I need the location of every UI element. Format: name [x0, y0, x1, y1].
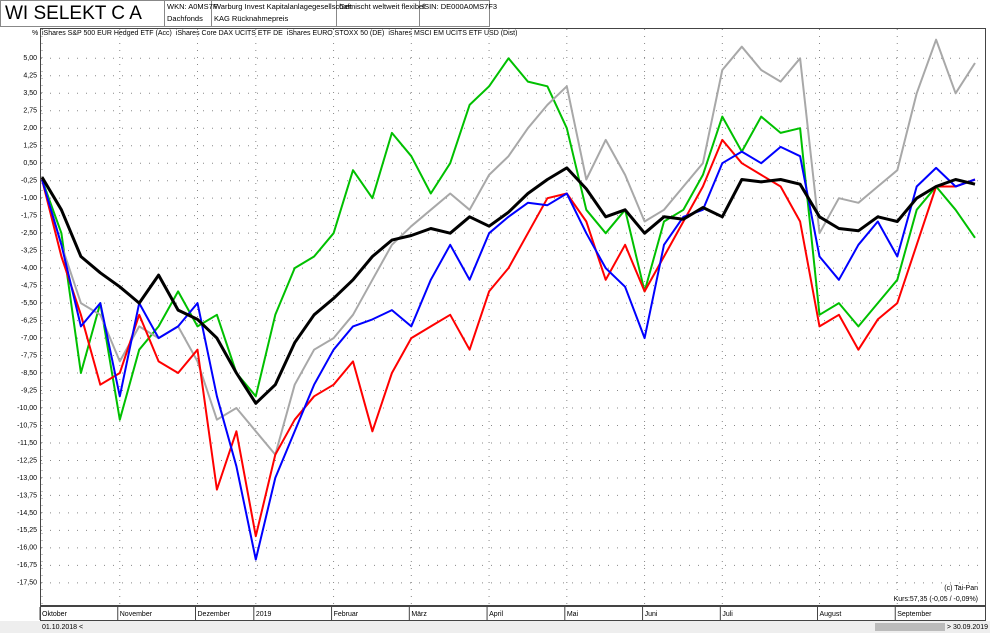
fund-type: Dachfonds	[167, 14, 203, 23]
series-line	[41, 145, 976, 561]
y-tick-label: 1,25	[23, 143, 37, 150]
y-tick-label: -7,75	[21, 352, 37, 359]
y-tick-label: -10,00	[17, 405, 37, 412]
x-tick-label: Mai	[567, 611, 579, 618]
x-tick-label: Oktober	[42, 611, 68, 618]
y-tick-label: -16,75	[17, 562, 37, 569]
y-tick-label: 5,00	[23, 55, 37, 62]
x-tick-label: November	[120, 611, 153, 618]
x-tick-label: September	[897, 611, 932, 618]
isin: ISIN: DE000A0MS7F3	[422, 2, 497, 11]
grid	[41, 29, 985, 605]
x-tick-label: April	[489, 611, 503, 618]
x-tick-label: Juli	[722, 611, 733, 618]
price-type: KAG Rücknahmepreis	[214, 14, 288, 23]
end-date: > 30.09.2019	[947, 624, 988, 631]
y-axis-label: %	[32, 30, 38, 37]
copyright: (c) Tai-Pan	[944, 585, 978, 592]
x-tick-label: Februar	[334, 611, 359, 618]
y-tick-label: -4,75	[21, 282, 37, 289]
y-tick-label: -1,75	[21, 213, 37, 220]
series-line	[41, 38, 976, 456]
y-tick-label: -6,25	[21, 317, 37, 324]
y-tick-label: -1,00	[21, 195, 37, 202]
y-tick-label: -7,00	[21, 335, 37, 342]
y-tick-label: 0,50	[23, 160, 37, 167]
legend-entry: iShares Core DAX UCITS ETF DE	[176, 30, 283, 37]
y-tick-label: -3,25	[21, 247, 37, 254]
y-tick-label: -15,25	[17, 527, 37, 534]
y-tick-label: 2,75	[23, 108, 37, 115]
scroll-thumb[interactable]	[875, 623, 945, 631]
series-line	[41, 138, 976, 538]
y-tick-label: -14,50	[17, 510, 37, 517]
series-line	[40, 166, 976, 405]
y-tick-label: -5,50	[21, 300, 37, 307]
header	[0, 0, 490, 27]
y-tick-label: -16,00	[17, 545, 37, 552]
y-tick-label: -13,75	[17, 492, 37, 499]
y-tick-label: 4,25	[23, 73, 37, 80]
y-tick-label: -12,25	[17, 457, 37, 464]
y-tick-label: 3,50	[23, 90, 37, 97]
scroll-bar	[0, 621, 990, 633]
x-tick-label: Juni	[645, 611, 658, 618]
y-tick-label: -17,50	[17, 580, 37, 587]
wkn: WKN: A0MS7F	[167, 2, 218, 11]
legend-entry: iShares S&P 500 EUR Hedged ETF (Acc)	[42, 30, 172, 37]
x-tick-label: März	[411, 611, 427, 618]
x-axis-bar	[40, 606, 986, 621]
y-tick-label: -10,75	[17, 422, 37, 429]
y-tick-label: -0,25	[21, 178, 37, 185]
y-tick-label: -13,00	[17, 475, 37, 482]
series-line	[41, 57, 976, 421]
title: WI SELEKT C A	[5, 3, 142, 24]
x-tick-label: Dezember	[198, 611, 231, 618]
y-tick-label: -2,50	[21, 230, 37, 237]
company: Warburg Invest Kapitalanlagegesellschaft	[214, 2, 353, 11]
y-tick-label: -4,00	[21, 265, 37, 272]
plot-frame	[40, 28, 986, 606]
category: Gemischt weltweit flexibel	[339, 2, 425, 11]
y-tick-label: -8,50	[21, 370, 37, 377]
y-tick-label: -9,25	[21, 387, 37, 394]
y-tick-label: 2,00	[23, 125, 37, 132]
lines	[40, 38, 976, 561]
legend-entry: iShares EURO STOXX 50 (DE)	[287, 30, 385, 37]
header-box	[419, 0, 490, 27]
x-tick-label: August	[820, 611, 842, 618]
x-tick-label: 2019	[256, 611, 272, 618]
legend-entry: iShares MSCI EM UCITS ETF USD (Dist)	[388, 30, 517, 37]
price-info: Kurs:57,35 (-0,05 / -0,09%)	[894, 596, 978, 603]
y-tick-label: -11,50	[18, 440, 37, 447]
start-date: 01.10.2018 <	[42, 624, 83, 631]
